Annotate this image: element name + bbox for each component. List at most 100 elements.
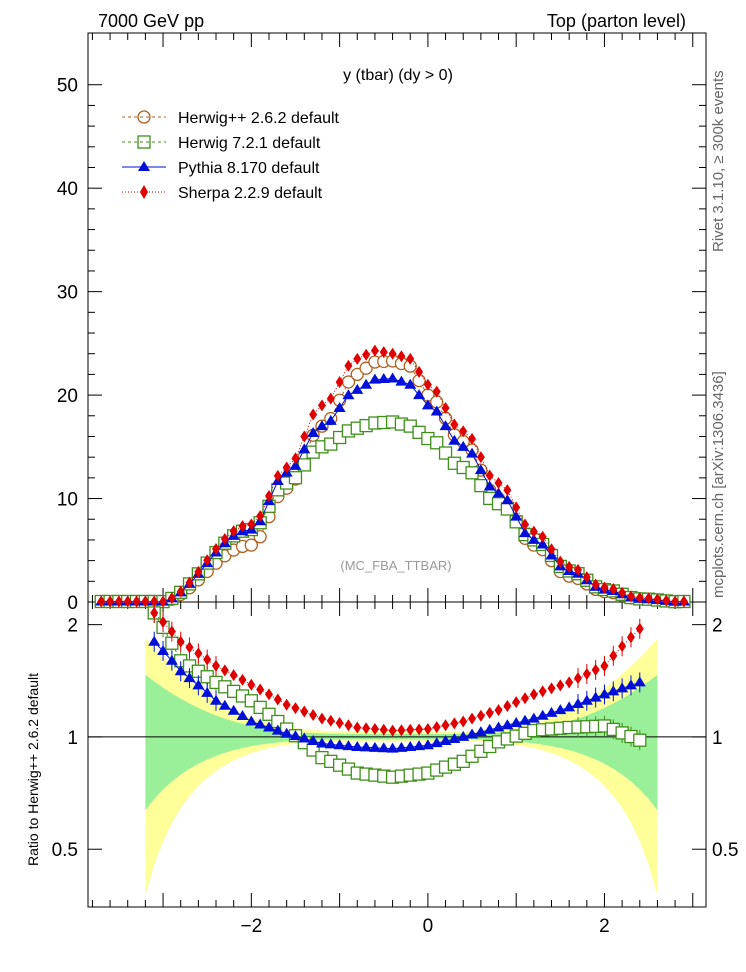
ratio-series-point (291, 702, 300, 715)
ratio-plot-frame (87, 601, 707, 908)
main-series-point (229, 525, 238, 538)
ratio-series-point (459, 715, 468, 728)
ratio-series-point (503, 700, 512, 713)
ratio-series-point (220, 664, 229, 677)
main-series-point (264, 489, 273, 502)
ratio-series-point (159, 615, 168, 628)
ratio-series-point (600, 659, 609, 672)
legend-label-sherpa: Sherpa 2.2.9 default (178, 185, 323, 202)
ratio-series-point (547, 682, 556, 695)
ratio-series-point (360, 741, 373, 752)
ratio-series-point (423, 723, 432, 736)
ratio-series-point (148, 635, 161, 646)
ratio-series-point (589, 691, 602, 702)
ratio-series-point (309, 708, 318, 721)
main-series-point (309, 408, 318, 421)
main-series-point (288, 471, 303, 485)
main-series-point (362, 348, 371, 361)
ratio-series-point (157, 644, 170, 655)
main-series-point (386, 372, 399, 383)
ratio-series-point (609, 649, 618, 662)
main-series-point (644, 592, 653, 605)
main-series-point (547, 543, 556, 556)
main-series-point (370, 344, 379, 357)
ratio-series-point (527, 712, 540, 723)
main-series-point (413, 389, 426, 400)
main-series-point (351, 383, 364, 394)
ratio-series-point (538, 685, 547, 698)
main-ytick-label: 30 (57, 283, 78, 304)
ratio-series-point (421, 739, 434, 750)
ratio-series-point (342, 740, 355, 751)
main-series-point (298, 443, 311, 454)
ratio-series-point (494, 704, 503, 717)
ratio-series-line (153, 612, 641, 732)
main-series-point (244, 538, 258, 552)
main-series-point (317, 399, 326, 412)
ratio-series-point (406, 723, 415, 736)
main-series-point (203, 554, 212, 567)
main-series-point (430, 405, 443, 416)
ratio-series-point (618, 640, 627, 653)
main-series-point (421, 399, 434, 410)
ratio-series-point (176, 635, 185, 648)
ratio-band-inner (145, 674, 658, 811)
main-series-point (653, 593, 662, 606)
ratio-series-point (300, 705, 309, 718)
main-series-point (141, 595, 150, 608)
main-series-point (609, 583, 618, 596)
ratio-series-point (591, 663, 600, 676)
main-series-point (388, 347, 397, 360)
legend-marker-herwig7 (137, 135, 151, 149)
ratio-xtick-label: 2 (599, 916, 610, 937)
ratio-series-point (582, 667, 591, 680)
main-series-point (679, 595, 688, 608)
main-series-point (114, 595, 123, 608)
ratio-series-point (183, 672, 196, 683)
main-series-point (510, 510, 523, 521)
main-series-point (176, 585, 185, 598)
main-series-point (353, 352, 362, 365)
main-series-point (194, 565, 203, 578)
ratio-series-point (441, 719, 450, 732)
analysis-watermark: (MC_FBA_TTBAR) (340, 558, 451, 573)
main-series-point (501, 494, 514, 505)
ratio-series-point (415, 723, 424, 736)
ratio-series-point (185, 641, 194, 654)
ratio-series-point (395, 741, 408, 752)
main-series-point (238, 520, 247, 533)
ratio-series-point (563, 701, 576, 712)
ratio-series-point (529, 688, 538, 701)
ratio-series-point (554, 704, 567, 715)
main-series-point (430, 436, 444, 450)
main-series-point (600, 581, 609, 594)
ratio-series-point (280, 727, 293, 738)
ratio-series-point (317, 712, 326, 725)
mcplots-label: mcplots.cern.ch [arXiv:1306.3436] (710, 371, 727, 598)
ratio-series-point (388, 724, 397, 737)
main-series-point (466, 447, 479, 458)
ratio-series-point (413, 740, 426, 751)
ratio-series-point (370, 723, 379, 736)
ratio-series-point (432, 721, 441, 734)
main-series-point (556, 555, 565, 568)
main-series-point (360, 378, 373, 389)
ratio-ytick-label-right: 0.5 (712, 840, 738, 861)
ratio-ytick-label: 1 (67, 728, 78, 749)
legend-label-herwigpp: Herwig++ 2.6.2 default (178, 110, 340, 127)
ratio-series-point (227, 704, 240, 715)
main-series-point (344, 359, 353, 372)
main-ytick-label: 50 (57, 76, 78, 97)
main-series-point (618, 586, 627, 599)
ratio-series-point (397, 724, 406, 737)
main-series-point (185, 576, 194, 589)
ratio-series-point (174, 665, 187, 676)
ratio-series-point (362, 722, 371, 735)
ratio-series-point (264, 688, 273, 701)
ratio-series-point (262, 721, 275, 732)
ratio-series-point (324, 738, 337, 749)
ratio-series-point (598, 688, 611, 699)
main-series-point (324, 414, 337, 425)
legend-marker-herwigpp (137, 110, 151, 124)
main-series-point (457, 440, 470, 451)
